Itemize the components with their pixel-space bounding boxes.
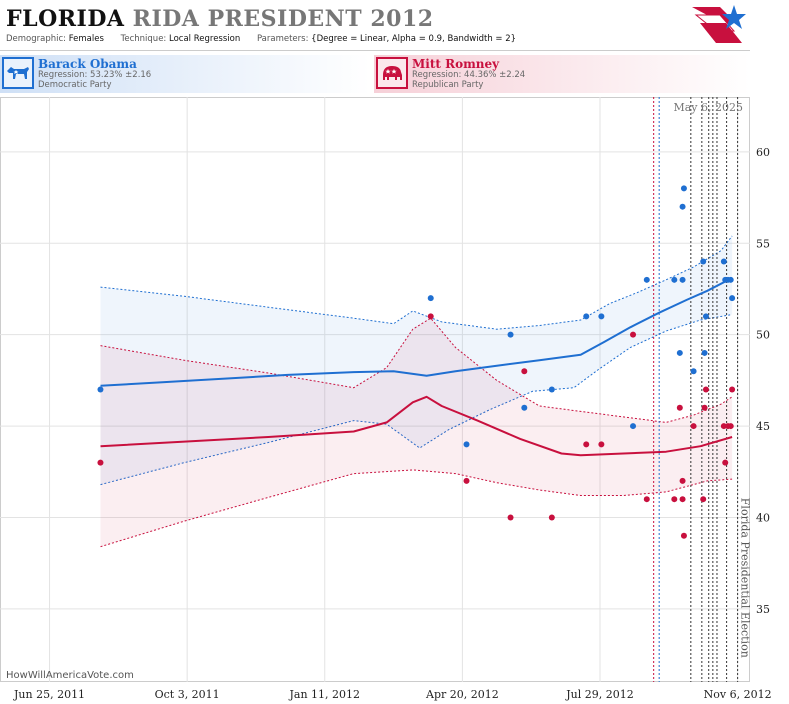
poll-point-obama <box>598 313 605 320</box>
confidence-bands <box>100 235 733 548</box>
y-tick-label: 35 <box>756 603 770 616</box>
poll-point-romney <box>643 496 650 503</box>
title-state-echo: RIDA <box>132 6 200 32</box>
x-tick-label: Nov 6, 2012 <box>704 688 772 701</box>
date-stamp: May 6, 2025 <box>673 101 743 114</box>
poll-point-romney <box>680 532 687 539</box>
republican-elephant-icon <box>376 57 408 89</box>
poll-point-obama <box>720 258 727 265</box>
poll-point-obama <box>521 404 528 411</box>
x-tick-label: Apr 20, 2012 <box>425 688 499 701</box>
poll-point-obama <box>679 203 686 210</box>
poll-point-obama <box>583 313 590 320</box>
poll-point-obama <box>676 349 683 356</box>
poll-point-obama <box>630 423 637 430</box>
poll-point-obama <box>97 386 104 393</box>
poll-point-obama <box>671 276 678 283</box>
star-flag-logo-icon <box>692 5 746 43</box>
watermark: HowWillAmericaVote.com <box>6 670 134 681</box>
poll-point-romney <box>676 404 683 411</box>
y-tick-label: 40 <box>756 511 770 524</box>
poll-point-romney <box>427 313 434 320</box>
poll-point-obama <box>690 368 697 375</box>
democrat-donkey-icon <box>2 57 34 89</box>
parameters-value: {Degree = Linear, Alpha = 0.9, Bandwidth… <box>311 34 517 44</box>
header-divider <box>0 50 750 51</box>
x-tick-label: Jan 11, 2012 <box>288 688 360 701</box>
candidate-name-obama: Barack Obama <box>38 57 137 71</box>
poll-point-obama <box>643 276 650 283</box>
poll-point-romney <box>722 459 729 466</box>
poll-point-romney <box>463 477 470 484</box>
poll-point-romney <box>521 368 528 375</box>
y-tick-label: 50 <box>756 329 770 342</box>
candidate-regression-obama: Regression: 53.23% ±2.16 <box>38 70 152 80</box>
poll-point-obama <box>680 185 687 192</box>
poll-point-obama <box>701 349 708 356</box>
title-office: PRESIDENT <box>207 6 363 32</box>
trend-line-romney <box>100 395 733 457</box>
trend-line-obama <box>100 277 733 387</box>
poll-point-romney <box>702 386 709 393</box>
x-axis-ticks: Jun 25, 2011 Oct 3, 2011 Jan 11, 2012 Apr 2… <box>13 688 772 701</box>
poll-point-obama <box>427 295 434 302</box>
x-tick-label: Oct 3, 2011 <box>155 688 220 701</box>
parameters-label: Parameters: <box>256 34 309 44</box>
band-upper-obama <box>100 235 733 330</box>
y-tick-label: 60 <box>756 146 770 159</box>
poll-point-romney <box>630 331 637 338</box>
title-state: FLORIDA <box>6 6 125 32</box>
election-label: Florida Presidential Election <box>739 498 752 658</box>
y-tick-label: 45 <box>756 420 770 433</box>
poll-point-romney <box>701 404 708 411</box>
poll-point-obama <box>700 258 707 265</box>
demographic-value: Females <box>68 34 104 44</box>
poll-point-romney <box>690 423 697 430</box>
candidate-name-romney: Mitt Romney <box>412 57 500 71</box>
demographic-label: Demographic: <box>6 34 67 44</box>
candidate-party-obama: Democratic Party <box>38 80 112 90</box>
poll-point-romney <box>679 477 686 484</box>
poll-point-romney <box>679 496 686 503</box>
poll-point-romney <box>598 441 605 448</box>
candidate-party-romney: Republican Party <box>412 80 484 90</box>
poll-point-romney <box>97 459 104 466</box>
poll-point-obama <box>463 441 470 448</box>
poll-point-obama <box>548 386 555 393</box>
y-tick-label: 55 <box>756 237 770 250</box>
candidate-card-romney: Mitt Romney Regression: 44.36% ±2.24 Rep… <box>374 55 750 93</box>
technique-value: Local Regression <box>169 34 241 44</box>
parameters-line: Demographic: Females Technique: Local Re… <box>6 34 516 44</box>
y-axis-ticks: 35 40 45 50 55 60 <box>756 146 770 616</box>
candidate-regression-romney: Regression: 44.36% ±2.24 <box>412 70 526 80</box>
band-upper-romney <box>100 317 733 423</box>
poll-point-romney <box>507 514 514 521</box>
poll-point-romney <box>727 423 734 430</box>
trend-lines <box>100 277 733 457</box>
poll-point-obama <box>729 295 736 302</box>
candidate-card-obama: Barack Obama Regression: 53.23% ±2.16 De… <box>0 55 370 93</box>
poll-point-romney <box>720 423 727 430</box>
band-fill-romney <box>100 318 733 547</box>
poll-point-romney <box>729 386 736 393</box>
band-fill-obama <box>100 235 733 485</box>
poll-point-obama <box>507 331 514 338</box>
poll-points <box>97 185 736 539</box>
plot-frame <box>0 97 750 682</box>
title-year: 2012 <box>370 6 434 32</box>
poll-point-obama <box>679 276 686 283</box>
poll-point-romney <box>671 496 678 503</box>
poll-point-obama <box>727 276 734 283</box>
poll-point-obama <box>702 313 709 320</box>
poll-point-romney <box>583 441 590 448</box>
grid-lines <box>0 97 750 682</box>
x-tick-label: Jul 29, 2012 <box>565 688 634 701</box>
poll-point-romney <box>700 496 707 503</box>
page-title: FLORIDA RIDA PRESIDENT 2012 <box>6 6 434 32</box>
technique-label: Technique: <box>120 34 167 44</box>
x-tick-label: Jun 25, 2011 <box>13 688 85 701</box>
poll-point-romney <box>548 514 555 521</box>
